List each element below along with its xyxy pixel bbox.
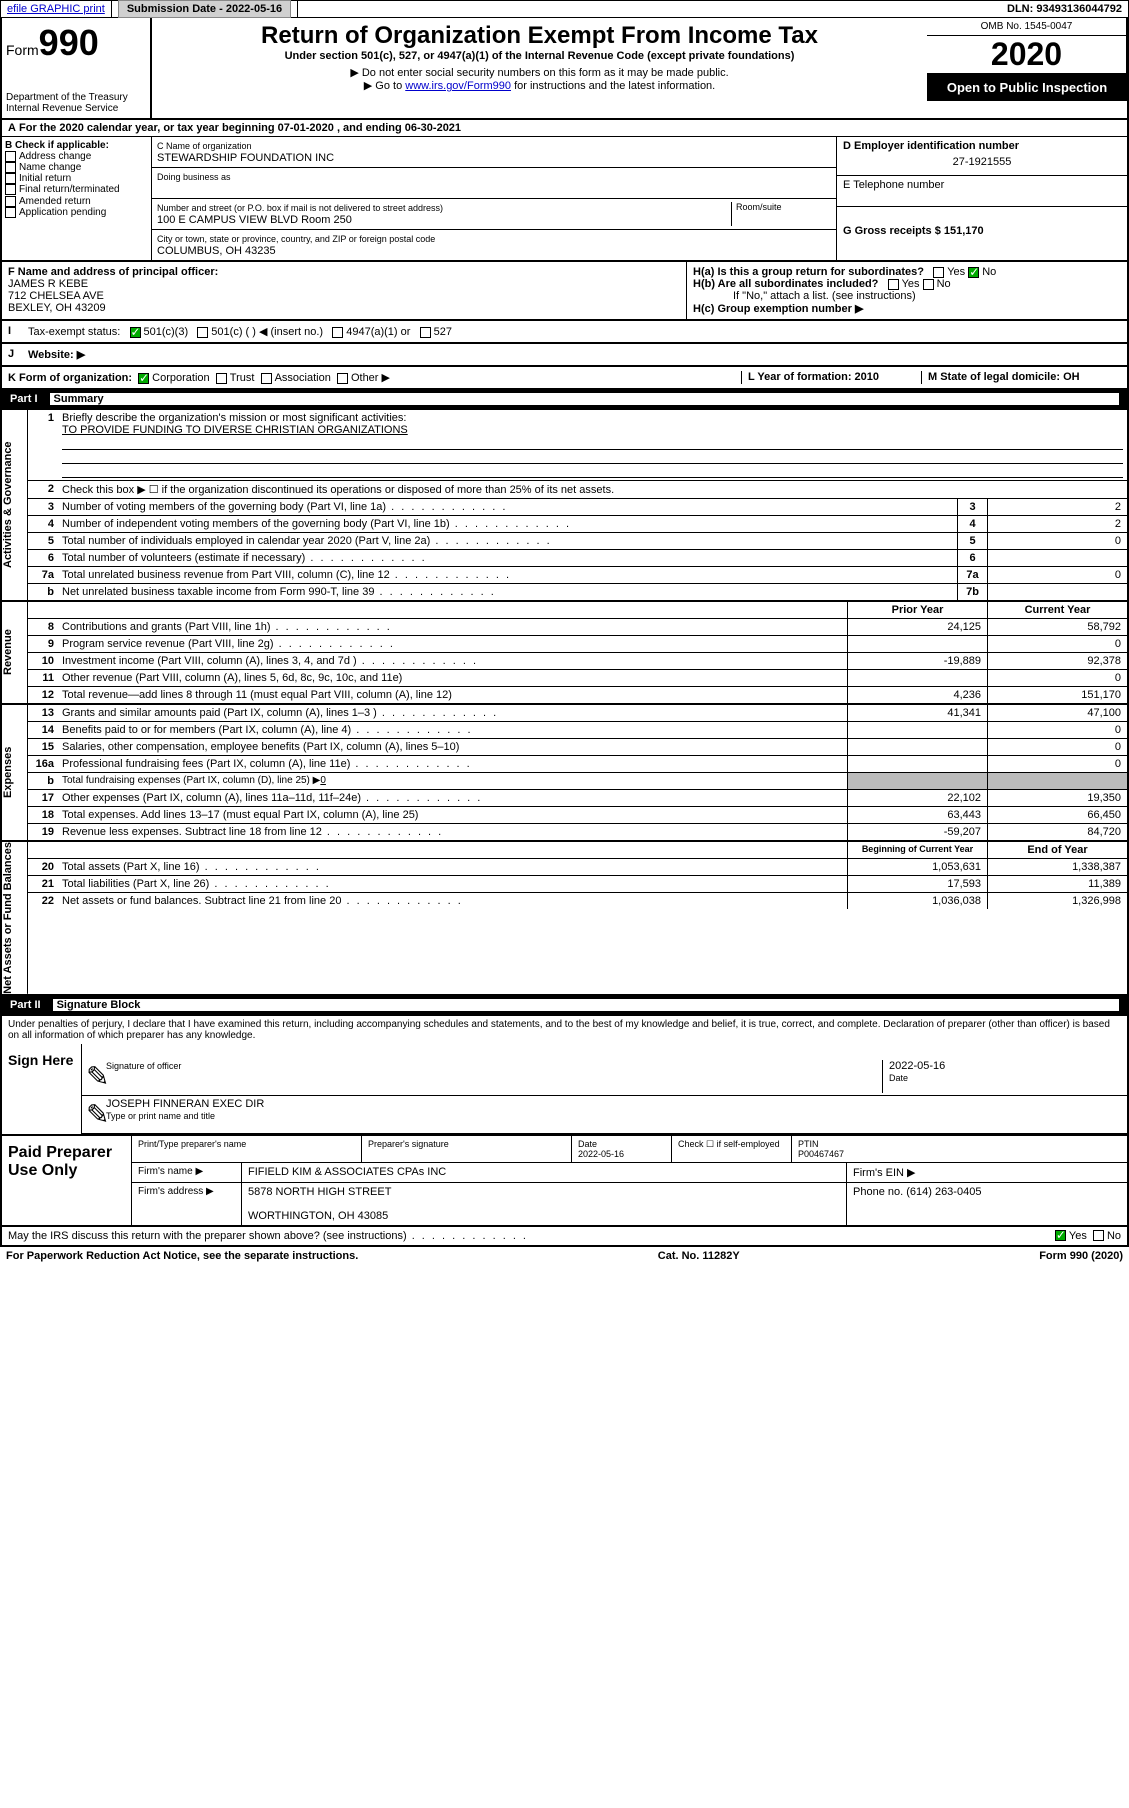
line-3: Number of voting members of the governin… — [58, 499, 957, 515]
discuss-row: May the IRS discuss this return with the… — [0, 1227, 1129, 1247]
line-13: Grants and similar amounts paid (Part IX… — [58, 705, 847, 721]
h-b-note: If "No," attach a list. (see instruction… — [693, 290, 1121, 302]
submission-btn[interactable]: Submission Date - 2022-05-16 — [112, 1, 298, 17]
tax-year: 2020 — [927, 36, 1127, 74]
line-1: Briefly describe the organization's miss… — [58, 410, 1127, 480]
section-bcdeg: B Check if applicable: Address change Na… — [0, 137, 1129, 262]
efile-link[interactable]: efile GRAPHIC print — [1, 1, 112, 17]
row-j: J Website: ▶ — [0, 344, 1129, 367]
dln: DLN: 93493136044792 — [1001, 1, 1128, 17]
line-2: Check this box ▶ ☐ if the organization d… — [58, 481, 1127, 498]
penalty-text: Under penalties of perjury, I declare th… — [0, 1016, 1129, 1044]
row-i: I Tax-exempt status: 501(c)(3) 501(c) ( … — [0, 321, 1129, 344]
part-1-header: Part I Summary — [0, 390, 1129, 410]
line-16b: Total fundraising expenses (Part IX, col… — [58, 773, 847, 789]
summary-netassets: Net Assets or Fund Balances Beginning of… — [0, 842, 1129, 996]
ein-cell: D Employer identification number27-19215… — [837, 137, 1127, 176]
line-14: Benefits paid to or for members (Part IX… — [58, 722, 847, 738]
summary-revenue: Revenue Prior YearCurrent Year 8Contribu… — [0, 602, 1129, 705]
line-19: Revenue less expenses. Subtract line 18 … — [58, 824, 847, 840]
subtitle-1: Under section 501(c), 527, or 4947(a)(1)… — [160, 50, 919, 62]
line-a: A For the 2020 calendar year, or tax yea… — [0, 120, 1129, 137]
section-fh: F Name and address of principal officer:… — [0, 262, 1129, 321]
omb-number: OMB No. 1545-0047 — [927, 18, 1127, 36]
line-20: Total assets (Part X, line 16) — [58, 859, 847, 875]
line-9: Program service revenue (Part VIII, line… — [58, 636, 847, 652]
dept-label: Department of the Treasury Internal Reve… — [6, 92, 146, 114]
subtitle-2: ▶ Do not enter social security numbers o… — [160, 66, 919, 79]
line-21: Total liabilities (Part X, line 26) — [58, 876, 847, 892]
line-15: Salaries, other compensation, employee b… — [58, 739, 847, 755]
summary-activities: Activities & Governance 1 Briefly descri… — [0, 410, 1129, 602]
h-a: H(a) Is this a group return for subordin… — [693, 266, 1121, 278]
line-12: Total revenue—add lines 8 through 11 (mu… — [58, 687, 847, 703]
line-10: Investment income (Part VIII, column (A)… — [58, 653, 847, 669]
line-5: Total number of individuals employed in … — [58, 533, 957, 549]
irs-link[interactable]: www.irs.gov/Form990 — [405, 80, 511, 92]
city-cell: City or town, state or province, country… — [152, 230, 836, 260]
open-inspection: Open to Public Inspection — [927, 74, 1127, 101]
row-k: K Form of organization: Corporation Trus… — [0, 367, 1129, 390]
org-name-cell: C Name of organization STEWARDSHIP FOUND… — [152, 137, 836, 168]
line-7b: Net unrelated business taxable income fr… — [58, 584, 957, 600]
line-18: Total expenses. Add lines 13–17 (must eq… — [58, 807, 847, 823]
h-b: H(b) Are all subordinates included? Yes … — [693, 278, 1121, 290]
dba-cell: Doing business as — [152, 168, 836, 199]
line-22: Net assets or fund balances. Subtract li… — [58, 893, 847, 909]
line-8: Contributions and grants (Part VIII, lin… — [58, 619, 847, 635]
subtitle-3: ▶ Go to www.irs.gov/Form990 for instruct… — [160, 79, 919, 92]
form-header: Form990 Department of the Treasury Inter… — [0, 18, 1129, 120]
line-4: Number of independent voting members of … — [58, 516, 957, 532]
phone-cell: E Telephone number — [837, 176, 1127, 207]
top-bar: efile GRAPHIC print Submission Date - 20… — [0, 0, 1129, 18]
line-11: Other revenue (Part VIII, column (A), li… — [58, 670, 847, 686]
gross-receipts: G Gross receipts $ 151,170 — [837, 207, 1127, 240]
summary-expenses: Expenses 13Grants and similar amounts pa… — [0, 705, 1129, 842]
line-6: Total number of volunteers (estimate if … — [58, 550, 957, 566]
line-7a: Total unrelated business revenue from Pa… — [58, 567, 957, 583]
footer: For Paperwork Reduction Act Notice, see … — [0, 1247, 1129, 1265]
box-f: F Name and address of principal officer:… — [2, 262, 687, 319]
line-16a: Professional fundraising fees (Part IX, … — [58, 756, 847, 772]
h-c: H(c) Group exemption number ▶ — [693, 302, 1121, 315]
street-cell: Number and street (or P.O. box if mail i… — [152, 199, 836, 230]
preparer-block: Paid Preparer Use Only Print/Type prepar… — [0, 1136, 1129, 1227]
form-number: Form990 — [6, 22, 146, 64]
sign-block: Sign Here ✎ Signature of officer 2022-05… — [0, 1044, 1129, 1136]
page-title: Return of Organization Exempt From Incom… — [160, 22, 919, 50]
part-2-header: Part II Signature Block — [0, 996, 1129, 1016]
line-17: Other expenses (Part IX, column (A), lin… — [58, 790, 847, 806]
box-b: B Check if applicable: Address change Na… — [2, 137, 152, 260]
